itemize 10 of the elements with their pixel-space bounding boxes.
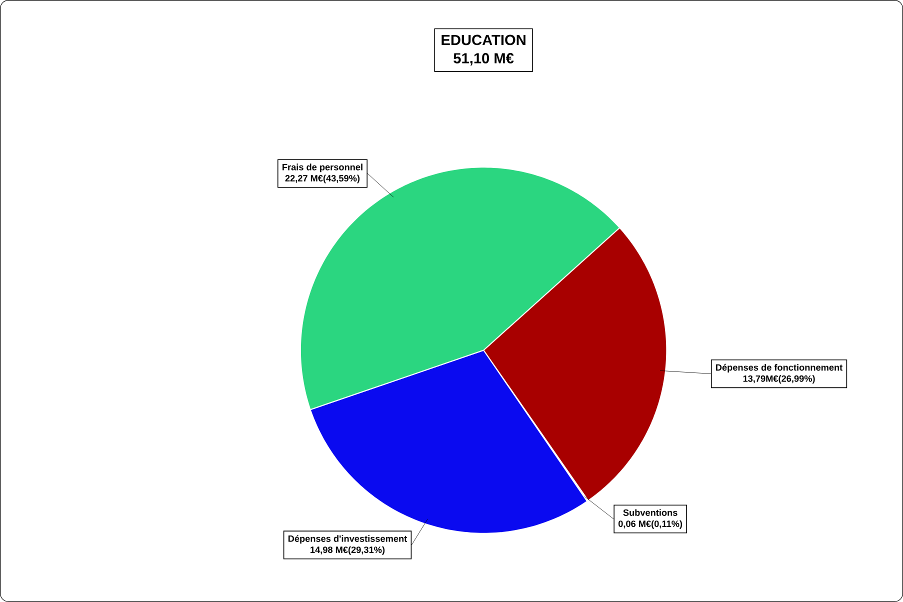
data-label: 13,79M€(26,99%): [743, 375, 815, 384]
slice-label: Dépenses de fonctionnement: [716, 364, 843, 373]
slice-label: Dépenses d'investissement: [288, 535, 408, 544]
data-label: 0,06 M€(0,11%): [618, 520, 682, 529]
slice-label: Frais de personnel: [282, 164, 362, 172]
data-label: 22,27 M€(43,59%): [285, 174, 360, 184]
chart-subtitle: 51,10 M€: [454, 53, 514, 66]
data-label: 14,98 M€(29,31%): [310, 546, 385, 555]
chart-title: EDUCATION: [442, 34, 526, 46]
slice-label: Subventions: [623, 509, 678, 516]
